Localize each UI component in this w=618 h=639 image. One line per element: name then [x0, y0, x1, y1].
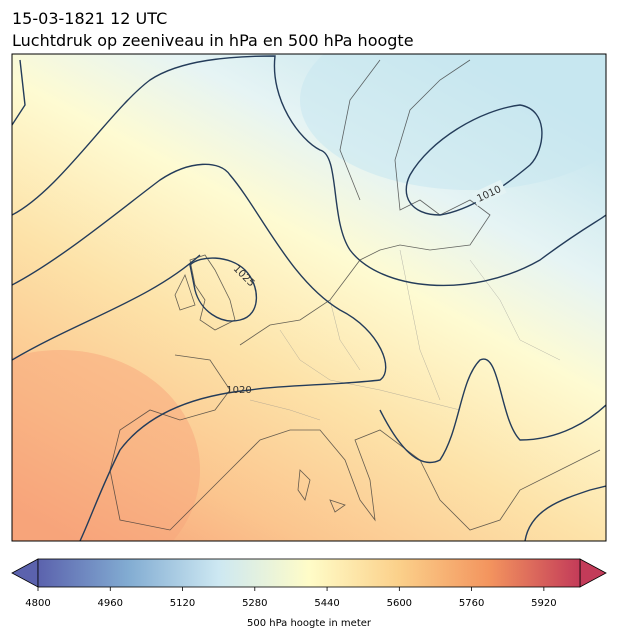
colorbar-tick-label: 4800	[25, 598, 50, 609]
colorbar-body	[37, 558, 581, 588]
colorbar-extend-high	[579, 558, 607, 588]
isobar	[189, 257, 258, 322]
colorbar-tick-label: 5920	[531, 598, 556, 609]
colorbar: 4800 4960 5120 5280 5440 5600 5760 5920	[11, 558, 607, 609]
map-frame	[11, 53, 607, 542]
title: 15-03-1821 12 UTC	[12, 9, 167, 28]
low-height	[300, 54, 606, 190]
colorbar-tick-label: 5120	[170, 598, 195, 609]
colorbar-tick-label: 4960	[98, 598, 123, 609]
isobar	[12, 55, 606, 287]
isobar	[379, 358, 606, 464]
isobar	[12, 59, 26, 126]
isobar	[405, 104, 543, 216]
colorbar-tick-label: 5440	[314, 598, 339, 609]
label-bg	[471, 179, 507, 207]
contour-label: 1020	[226, 385, 251, 396]
border	[249, 249, 561, 421]
colorbar-tick-label: 5280	[242, 598, 267, 609]
colorbar-label: 500 hPa hoogte in meter	[247, 618, 372, 629]
isobar	[12, 254, 201, 361]
isobar	[524, 485, 606, 541]
coastline	[297, 469, 346, 513]
subtitle: Luchtdruk op zeeniveau in hPa en 500 hPa…	[12, 31, 414, 50]
colorbar-tick-label: 5760	[459, 598, 484, 609]
coastline	[174, 254, 236, 331]
high-height	[12, 350, 200, 541]
colorbar-tick-label: 5600	[387, 598, 412, 609]
isobar	[12, 163, 387, 541]
colorbar-extend-low	[11, 558, 39, 588]
map: 1010 1025 1020	[12, 54, 606, 541]
coastline	[109, 354, 601, 531]
